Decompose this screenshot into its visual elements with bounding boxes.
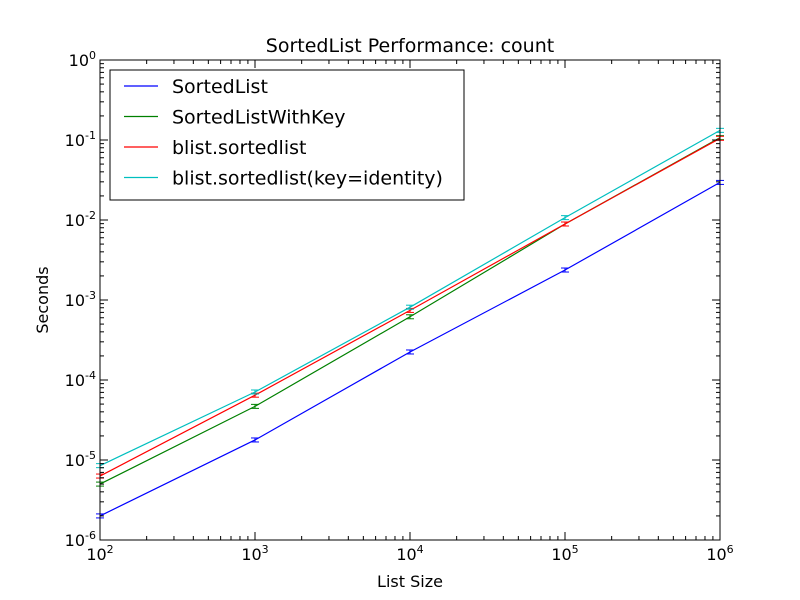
y-tick-label-1: 10-5 — [65, 449, 96, 470]
legend-box — [109, 69, 465, 201]
ticks-layer: 102 103 104 105 106 10-6 10-5 10-4 10-3 10-2 10-1 1… — [65, 49, 734, 564]
series-line-0 — [99, 181, 721, 517]
x-axis-title: List Size — [377, 572, 443, 591]
x-tick-label-3: 105 — [551, 543, 578, 564]
chart-title: SortedList Performance: count — [266, 35, 554, 57]
legend-label-2: blist.sortedlist — [172, 137, 306, 159]
data-point-2-3 — [561, 221, 569, 227]
data-point-3-2 — [406, 304, 414, 310]
legend-label-3: blist.sortedlist(key=identity) — [172, 168, 443, 190]
y-tick-label-4: 10-2 — [65, 209, 96, 230]
y-axis-title: Seconds — [33, 266, 52, 333]
legend-item-3: blist.sortedlist(key=identity) — [124, 168, 443, 190]
y-tick-label-5: 10-1 — [65, 129, 96, 150]
x-tick-label-0: 102 — [86, 543, 113, 564]
data-point-1-1 — [251, 403, 259, 409]
data-point-0-1 — [251, 437, 259, 443]
data-point-1-2 — [406, 314, 414, 320]
y-tick-label-0: 10-6 — [65, 529, 96, 550]
y-tick-label-2: 10-4 — [65, 369, 96, 390]
data-point-3-3 — [561, 215, 569, 221]
x-tick-label-4: 106 — [706, 543, 733, 564]
x-tick-label-2: 104 — [396, 543, 423, 564]
y-tick-label-6: 100 — [69, 49, 96, 70]
legend-item-2: blist.sortedlist — [124, 137, 306, 159]
legend-item-1: SortedListWithKey — [124, 107, 346, 129]
y-tick-label-3: 10-3 — [65, 289, 96, 310]
legend: SortedList SortedListWithKey blist.sortedl… — [109, 69, 465, 201]
data-point-3-1 — [251, 389, 259, 395]
x-tick-label-1: 103 — [241, 543, 268, 564]
data-point-0-3 — [561, 267, 569, 273]
data-point-0-2 — [406, 349, 414, 355]
series-layer — [96, 127, 724, 519]
legend-label-1: SortedListWithKey — [172, 107, 346, 129]
legend-label-0: SortedList — [172, 76, 268, 98]
legend-item-0: SortedList — [124, 76, 268, 98]
